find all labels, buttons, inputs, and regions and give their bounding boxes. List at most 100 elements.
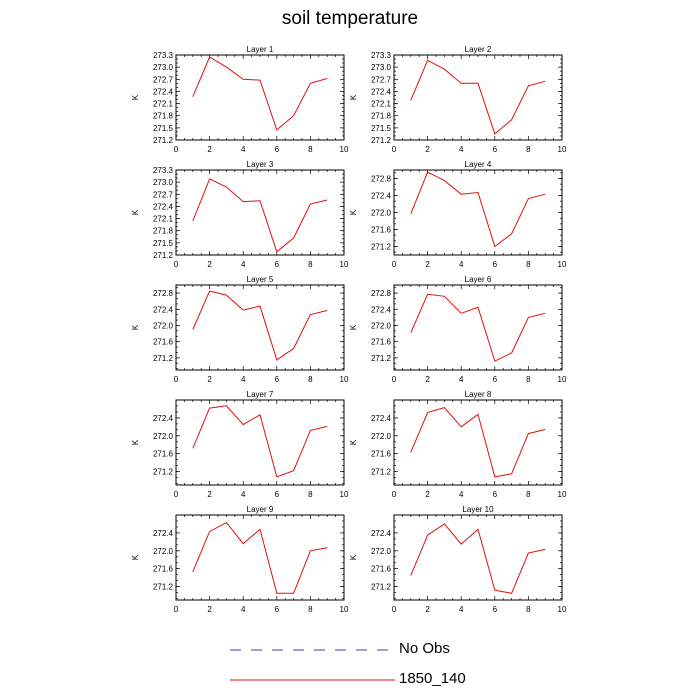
y-tick-label: 271.2 <box>371 243 392 252</box>
y-tick-label: 271.2 <box>153 251 174 260</box>
x-tick-label: 2 <box>425 145 430 154</box>
x-tick-label: 0 <box>174 605 179 614</box>
plot-frame <box>393 54 563 141</box>
panel-title: Layer 10 <box>462 505 494 514</box>
plot-frame <box>393 399 563 486</box>
y-tick-label: 272.4 <box>371 529 392 538</box>
y-tick-label: 272.4 <box>371 305 392 314</box>
panel-3: Layer 3 0 2 4 6 8 10 271.2 271.5 271.8 272.1 272.4 2… <box>131 160 349 269</box>
y-axis-label: K <box>349 324 358 330</box>
y-tick-label: 272.7 <box>371 75 392 84</box>
y-tick-label: 271.6 <box>371 565 392 574</box>
y-tick-label: 271.2 <box>371 468 392 477</box>
y-tick-label: 272.0 <box>371 432 392 441</box>
series-line <box>192 290 328 361</box>
x-tick-label: 2 <box>425 490 430 499</box>
panel-9: Layer 9 0 2 4 6 8 10 271.2 271.6 272.0 272.4 K <box>131 505 349 614</box>
x-tick-label: 6 <box>275 260 280 269</box>
x-tick-label: 2 <box>207 490 212 499</box>
x-tick-label: 8 <box>526 605 531 614</box>
series-line <box>410 171 546 248</box>
y-tick-label: 273.3 <box>153 51 174 60</box>
y-tick-label: 273.0 <box>153 178 174 187</box>
x-tick-label: 8 <box>308 605 313 614</box>
y-tick-label: 273.3 <box>371 51 392 60</box>
panel-title: Layer 5 <box>247 275 274 284</box>
series-line <box>410 407 546 478</box>
plot-frame <box>393 169 563 256</box>
plot-frame <box>393 514 563 601</box>
y-axis-label: K <box>131 94 140 100</box>
x-tick-label: 8 <box>526 490 531 499</box>
y-tick-label: 271.6 <box>371 338 392 347</box>
y-tick-label: 271.2 <box>153 354 174 363</box>
y-axis-label: K <box>131 324 140 330</box>
x-tick-label: 10 <box>340 605 349 614</box>
y-tick-label: 271.2 <box>371 136 392 145</box>
x-tick-label: 0 <box>174 260 179 269</box>
y-tick-label: 272.0 <box>153 547 174 556</box>
x-tick-label: 2 <box>425 605 430 614</box>
panel-8: Layer 8 0 2 4 6 8 10 271.2 271.6 272.0 272.4 K <box>349 390 567 499</box>
panel-10: Layer 10 0 2 4 6 8 10 271.2 271.6 272.0 272.4 K <box>349 505 567 614</box>
y-tick-label: 272.4 <box>371 192 392 201</box>
y-tick-label: 271.2 <box>153 136 174 145</box>
x-tick-label: 10 <box>558 260 567 269</box>
y-axis-label: K <box>131 439 140 445</box>
y-tick-label: 272.1 <box>153 215 174 224</box>
x-tick-label: 6 <box>275 605 280 614</box>
panel-title: Layer 2 <box>465 45 492 54</box>
x-tick-label: 0 <box>392 605 397 614</box>
x-tick-label: 2 <box>425 375 430 384</box>
x-tick-label: 4 <box>459 490 464 499</box>
y-tick-label: 271.8 <box>153 227 174 236</box>
panel-5: Layer 5 0 2 4 6 8 10 271.2 271.6 272.0 272.4 272.8 K <box>131 275 349 384</box>
y-tick-label: 271.8 <box>153 112 174 121</box>
y-tick-label: 271.6 <box>153 565 174 574</box>
y-tick-label: 272.4 <box>153 87 174 96</box>
y-tick-label: 272.4 <box>371 87 392 96</box>
series-line <box>410 523 546 594</box>
x-tick-label: 6 <box>275 490 280 499</box>
x-tick-label: 4 <box>241 375 246 384</box>
x-tick-label: 2 <box>207 375 212 384</box>
panel-title: Layer 9 <box>247 505 274 514</box>
y-tick-label: 273.0 <box>371 63 392 72</box>
y-tick-label: 271.2 <box>153 583 174 592</box>
plot-frame <box>175 514 345 601</box>
panel-title: Layer 8 <box>465 390 492 399</box>
y-tick-label: 272.1 <box>371 100 392 109</box>
x-tick-label: 2 <box>425 260 430 269</box>
x-tick-label: 10 <box>558 145 567 154</box>
plot-frame <box>393 284 563 371</box>
y-tick-label: 271.5 <box>153 124 174 133</box>
y-tick-label: 272.4 <box>153 529 174 538</box>
x-tick-label: 0 <box>392 375 397 384</box>
y-tick-label: 272.0 <box>371 547 392 556</box>
y-tick-label: 271.5 <box>371 124 392 133</box>
x-tick-label: 4 <box>241 490 246 499</box>
panel-2: Layer 2 0 2 4 6 8 10 271.2 271.5 271.8 272.1 272.4 2… <box>349 45 567 154</box>
y-tick-label: 271.2 <box>153 468 174 477</box>
y-tick-label: 272.0 <box>153 321 174 330</box>
plot-frame <box>175 54 345 141</box>
panel-6: Layer 6 0 2 4 6 8 10 271.2 271.6 272.0 272.4 272.8 K <box>349 275 567 384</box>
y-tick-label: 272.8 <box>153 289 174 298</box>
x-tick-label: 2 <box>207 605 212 614</box>
y-tick-label: 271.2 <box>371 583 392 592</box>
panel-4: Layer 4 0 2 4 6 8 10 271.2 271.6 272.0 272.4 272.8 K <box>349 160 567 269</box>
y-tick-label: 272.7 <box>153 75 174 84</box>
x-tick-label: 0 <box>174 375 179 384</box>
y-tick-label: 271.6 <box>371 450 392 459</box>
x-tick-label: 0 <box>174 490 179 499</box>
x-tick-label: 6 <box>275 145 280 154</box>
figure-title: soil temperature <box>281 8 419 29</box>
x-tick-label: 0 <box>174 145 179 154</box>
y-tick-label: 271.6 <box>371 226 392 235</box>
panel-7: Layer 7 0 2 4 6 8 10 271.2 271.6 272.0 272.4 K <box>131 390 349 499</box>
x-tick-label: 2 <box>207 260 212 269</box>
x-tick-label: 4 <box>459 375 464 384</box>
series-line <box>192 521 328 594</box>
